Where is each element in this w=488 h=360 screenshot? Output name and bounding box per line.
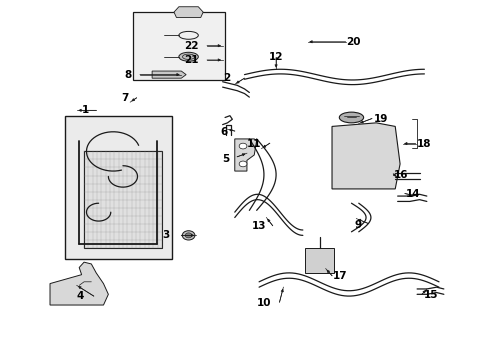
Circle shape xyxy=(185,233,192,238)
Bar xyxy=(84,152,162,248)
Text: 6: 6 xyxy=(220,127,227,137)
Circle shape xyxy=(239,161,246,167)
Text: 15: 15 xyxy=(423,290,437,300)
Text: 16: 16 xyxy=(393,170,408,180)
Polygon shape xyxy=(234,139,256,171)
Text: 7: 7 xyxy=(121,93,128,103)
Ellipse shape xyxy=(179,52,198,61)
Text: 13: 13 xyxy=(251,221,266,231)
Text: 20: 20 xyxy=(346,37,360,48)
Text: 2: 2 xyxy=(222,73,229,83)
Text: 9: 9 xyxy=(353,220,361,230)
Circle shape xyxy=(182,231,195,240)
Bar xyxy=(132,12,224,80)
Text: 11: 11 xyxy=(246,139,261,149)
Text: 8: 8 xyxy=(124,69,131,80)
Text: 1: 1 xyxy=(81,105,89,115)
Polygon shape xyxy=(50,262,108,305)
Text: 22: 22 xyxy=(183,41,198,51)
Ellipse shape xyxy=(339,112,363,123)
Text: 10: 10 xyxy=(256,298,271,308)
Circle shape xyxy=(239,143,246,149)
Text: 21: 21 xyxy=(183,55,198,65)
Polygon shape xyxy=(331,123,399,189)
Text: 3: 3 xyxy=(162,230,169,240)
Text: 12: 12 xyxy=(268,52,283,62)
Text: 18: 18 xyxy=(416,139,431,149)
Text: 5: 5 xyxy=(222,154,229,163)
Text: 14: 14 xyxy=(405,189,420,199)
Text: 17: 17 xyxy=(332,271,347,282)
Polygon shape xyxy=(152,71,186,78)
Text: 19: 19 xyxy=(372,114,387,124)
Text: 4: 4 xyxy=(77,291,84,301)
Polygon shape xyxy=(305,248,334,273)
Bar xyxy=(64,116,171,258)
Polygon shape xyxy=(174,7,203,18)
